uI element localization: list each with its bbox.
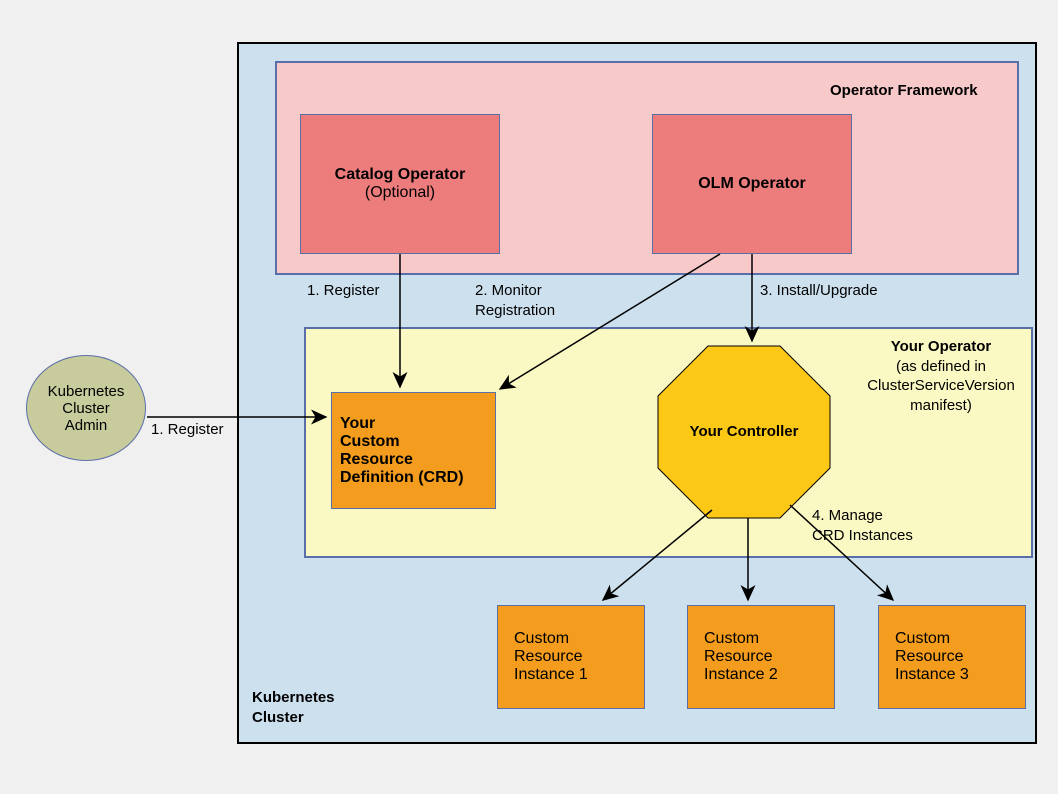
olm-operator-box: OLM Operator — [652, 114, 852, 254]
operator-framework-label: Operator Framework — [830, 81, 978, 101]
olm-operator-title: OLM Operator — [698, 175, 806, 193]
crd-box: Your Custom Resource Definition (CRD) — [331, 392, 496, 509]
label-monitor: 2. Monitor Registration — [475, 281, 555, 320]
instance-2-box: Custom Resource Instance 2 — [687, 605, 835, 709]
crd-text: Your Custom Resource Definition (CRD) — [340, 415, 464, 487]
label-register-admin: 1. Register — [151, 420, 224, 440]
admin-ellipse: Kubernetes Cluster Admin — [26, 355, 146, 461]
label-register-catalog: 1. Register — [307, 281, 380, 301]
instance-1-box: Custom Resource Instance 1 — [497, 605, 645, 709]
instance-3-box: Custom Resource Instance 3 — [878, 605, 1026, 709]
catalog-operator-title: Catalog Operator — [335, 166, 466, 184]
instance-1-text: Custom Resource Instance 1 — [514, 630, 588, 684]
catalog-operator-subtitle: (Optional) — [365, 184, 435, 202]
instance-2-text: Custom Resource Instance 2 — [704, 630, 778, 684]
your-operator-subtitle: (as defined in ClusterServiceVersion man… — [851, 357, 1031, 416]
label-manage: 4. Manage CRD Instances — [812, 506, 913, 545]
controller-label: Your Controller — [658, 346, 830, 518]
your-operator-title: Your Operator — [851, 337, 1031, 357]
label-install: 3. Install/Upgrade — [760, 281, 878, 301]
your-operator-label: Your Operator (as defined in ClusterServ… — [851, 337, 1031, 415]
instance-3-text: Custom Resource Instance 3 — [895, 630, 969, 684]
kubernetes-cluster-label: Kubernetes Cluster — [252, 688, 335, 727]
catalog-operator-box: Catalog Operator (Optional) — [300, 114, 500, 254]
